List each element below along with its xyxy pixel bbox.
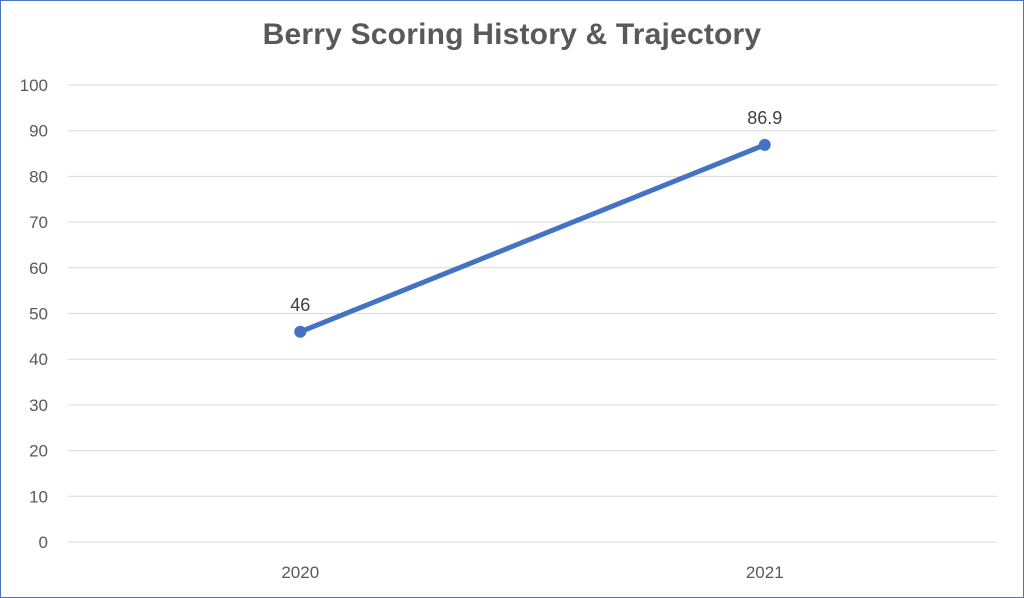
data-label: 86.9 (747, 108, 782, 128)
x-axis-ticks: 2020 2021 (281, 563, 783, 582)
y-tick-label: 100 (20, 76, 48, 95)
data-label: 46 (290, 295, 310, 315)
x-tick-label: 2020 (281, 563, 319, 582)
y-axis-ticks: 0 10 20 30 40 50 60 70 80 90 100 (20, 76, 48, 552)
data-labels: 46 86.9 (290, 108, 782, 315)
y-tick-label: 70 (29, 213, 48, 232)
gridlines (68, 84, 997, 543)
y-tick-label: 80 (29, 167, 48, 186)
series-group (294, 138, 771, 338)
y-tick-label: 60 (29, 259, 48, 278)
y-tick-label: 20 (29, 442, 48, 461)
x-tick-label: 2021 (746, 563, 784, 582)
y-tick-label: 0 (39, 533, 48, 552)
y-tick-label: 50 (29, 305, 48, 324)
y-tick-label: 90 (29, 122, 48, 141)
data-point (758, 138, 771, 151)
series-line (297, 142, 768, 335)
y-tick-label: 40 (29, 350, 48, 369)
chart-title: Berry Scoring History & Trajectory (262, 18, 762, 51)
y-tick-label: 10 (29, 487, 48, 506)
y-tick-label: 30 (29, 396, 48, 415)
data-point (294, 325, 307, 338)
